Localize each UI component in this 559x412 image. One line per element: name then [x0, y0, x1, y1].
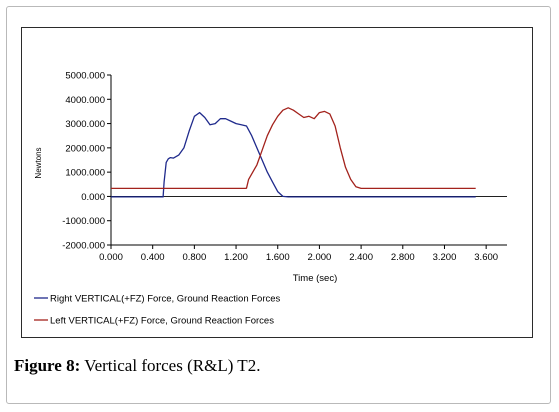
y-tick-label: 4000.000: [65, 95, 105, 106]
y-tick-label: -2000.000: [62, 241, 105, 252]
x-tick-label: 2.400: [349, 252, 373, 263]
x-axis-label: Time (sec): [293, 273, 338, 284]
figure-caption: Figure 8: Vertical forces (R&L) T2.: [14, 356, 260, 376]
y-tick-label: -1000.000: [62, 216, 105, 227]
x-tick-label: 2.000: [308, 252, 332, 263]
chart-series: [111, 107, 476, 198]
legend-label: Left VERTICAL(+FZ) Force, Ground Reactio…: [50, 316, 274, 327]
y-tick-label: 0.000: [81, 192, 105, 203]
chart-border: [21, 27, 533, 338]
x-tick-label: 1.600: [266, 252, 290, 263]
series-line-right: [111, 111, 476, 198]
x-tick-label: 0.000: [99, 252, 123, 263]
y-tick-label: 1000.000: [65, 168, 105, 179]
figure-caption-text: Vertical forces (R&L) T2.: [80, 356, 261, 375]
y-tick-label: 5000.000: [65, 71, 105, 82]
y-axis-ticks: 5000.000 4000.000 3000.000 2000.000 1000.000…: [62, 71, 111, 252]
x-axis-ticks: 0.000 0.400 0.800 1.200 1.600 2.000 2.400 2.800…: [99, 245, 498, 263]
x-tick-label: 3.200: [433, 252, 457, 263]
figure-caption-label: Figure 8:: [14, 356, 81, 375]
chart-axes: [110, 75, 507, 246]
series-line-left: [111, 107, 476, 190]
y-tick-label: 2000.000: [65, 143, 105, 154]
x-tick-label: 0.800: [182, 252, 206, 263]
x-tick-label: 0.400: [141, 252, 165, 263]
legend-label: Right VERTICAL(+FZ) Force, Ground Reacti…: [50, 294, 281, 305]
x-tick-label: 1.200: [224, 252, 248, 263]
y-tick-label: 3000.000: [65, 119, 105, 130]
chart-legend: Right VERTICAL(+FZ) Force, Ground Reacti…: [34, 294, 281, 327]
x-tick-label: 2.800: [391, 252, 415, 263]
y-axis-label: Newtons: [34, 147, 43, 178]
x-tick-label: 3.600: [474, 252, 498, 263]
